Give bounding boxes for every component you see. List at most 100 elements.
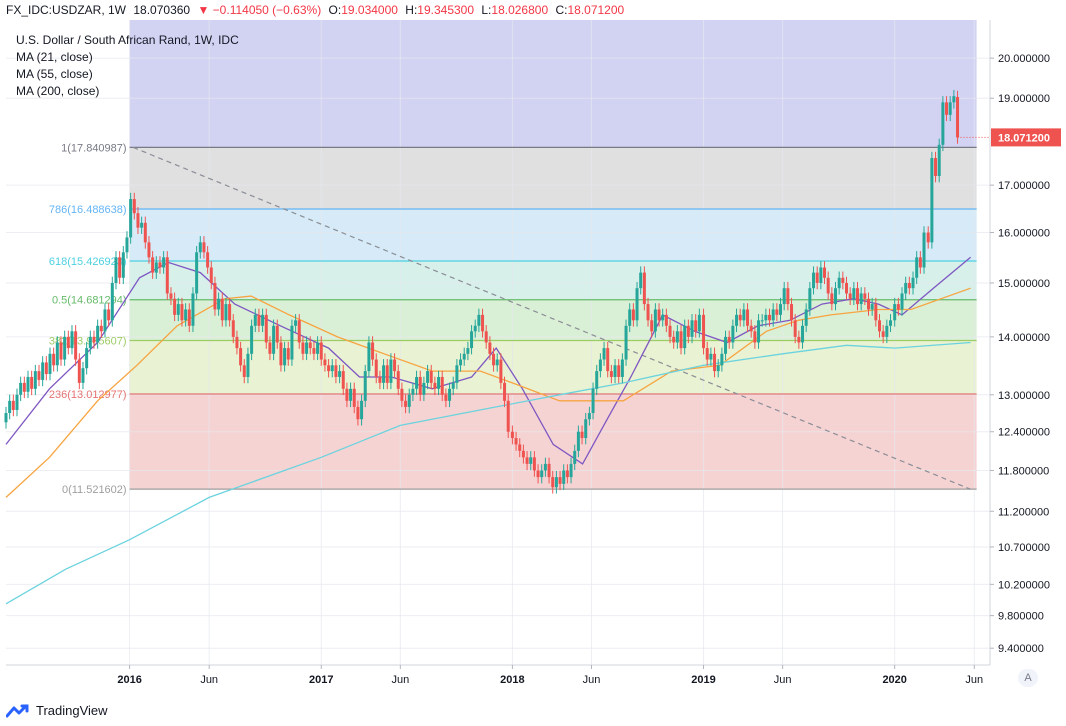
fib-retracement[interactable]: 1(17.840987) 786(16.488638) 618(15.426923)… — [49, 142, 977, 496]
candle — [448, 382, 452, 408]
candle — [345, 382, 349, 408]
candle-body — [870, 304, 874, 310]
candle — [55, 336, 59, 372]
candle — [37, 364, 41, 387]
candle-body — [484, 331, 488, 343]
candle-body — [724, 336, 728, 354]
candle — [834, 281, 838, 311]
ma21-line — [5, 256, 972, 465]
candle-body — [760, 320, 764, 322]
candle-body — [264, 314, 268, 343]
candle-body — [444, 394, 448, 401]
candle — [525, 451, 529, 471]
candle-body — [495, 359, 499, 366]
candle — [573, 444, 577, 471]
candle-body — [823, 267, 827, 278]
candle-body — [217, 298, 221, 310]
trendline[interactable] — [133, 146, 971, 490]
candle-body — [834, 288, 838, 305]
candle — [653, 303, 657, 338]
fib-label-1: 1(17.840987) — [61, 142, 126, 154]
candle-body — [804, 309, 808, 326]
candle-body — [52, 353, 56, 366]
ma200-line — [5, 341, 971, 605]
candle-body — [66, 336, 70, 349]
candle — [114, 251, 118, 290]
candle-body — [173, 298, 177, 315]
candle — [709, 347, 713, 366]
candle — [415, 370, 419, 396]
candle-body — [620, 359, 624, 377]
candle — [312, 341, 316, 361]
candle — [400, 382, 404, 408]
candle-body — [664, 314, 668, 326]
candle — [797, 330, 801, 349]
candle-body — [477, 314, 481, 326]
candle — [724, 330, 728, 361]
candle — [184, 303, 188, 327]
candle-body — [319, 342, 323, 360]
auto-scale-button[interactable]: A — [1018, 669, 1038, 687]
candle — [308, 336, 312, 355]
y-tick-label: 10.700000 — [998, 542, 1050, 554]
x-tick-label: 2018 — [500, 674, 524, 686]
x-tick-label: Jun — [583, 674, 601, 686]
candle — [30, 370, 34, 396]
y-tick-label: 13.000000 — [998, 390, 1050, 402]
candle-body — [323, 359, 327, 366]
candle — [683, 319, 687, 355]
candle-body — [536, 470, 540, 478]
candle-body — [459, 359, 463, 366]
x-tick-label: 2016 — [117, 674, 141, 686]
candle — [650, 314, 654, 338]
candle — [801, 319, 805, 349]
candle — [845, 276, 849, 300]
candle — [165, 251, 169, 300]
trendline-line — [133, 146, 971, 490]
candle — [863, 287, 867, 306]
legend-ma21: MA (21, close) — [16, 50, 93, 64]
candle — [893, 297, 897, 327]
candle-body — [558, 477, 562, 484]
candle-body — [92, 336, 96, 343]
candle-body — [11, 400, 15, 410]
candle — [757, 314, 761, 349]
tradingview-brand[interactable]: TradingView — [6, 703, 108, 718]
candle-body — [587, 413, 591, 420]
candle-body — [661, 314, 665, 321]
y-tick-label: 9.800000 — [998, 611, 1044, 623]
candle-body — [790, 304, 794, 321]
candle — [316, 336, 320, 361]
candle-body — [554, 477, 558, 488]
candle-body — [132, 199, 136, 214]
candle — [661, 308, 665, 327]
candle-body — [642, 272, 646, 305]
candle-body — [606, 348, 610, 372]
candle — [613, 359, 617, 384]
candle-body — [900, 293, 904, 310]
candle-body — [514, 438, 518, 445]
candle-body — [415, 376, 419, 389]
candle — [451, 376, 455, 396]
candle-body — [261, 314, 265, 326]
candle — [272, 319, 276, 361]
candle — [481, 308, 485, 338]
candle-body — [385, 365, 389, 383]
candle-body — [393, 359, 397, 372]
candle — [290, 319, 294, 366]
candle-body — [628, 309, 632, 326]
candle-body — [808, 288, 812, 310]
candle — [911, 271, 915, 295]
candle-body — [286, 348, 290, 360]
candle — [878, 314, 882, 338]
candle-body — [815, 272, 819, 283]
candle-body — [801, 325, 805, 343]
y-tick-label: 11.200000 — [998, 506, 1049, 518]
candle-body — [749, 325, 753, 332]
candle — [147, 236, 151, 264]
candle-body — [819, 267, 823, 283]
candle — [151, 251, 155, 279]
candle — [169, 287, 173, 306]
candle-body — [162, 257, 166, 268]
